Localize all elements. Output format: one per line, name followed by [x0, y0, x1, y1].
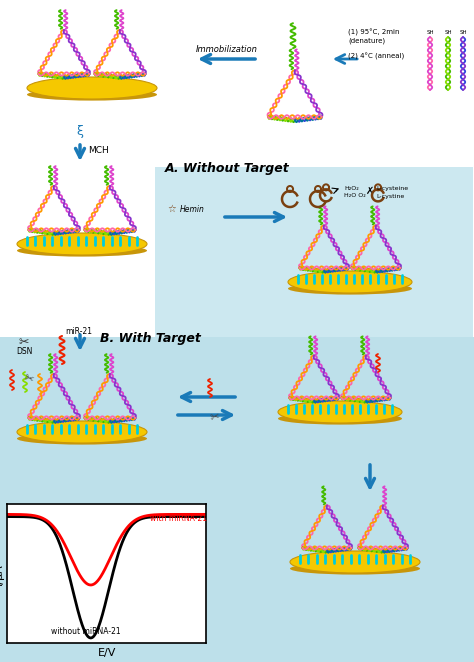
- Ellipse shape: [27, 89, 157, 101]
- X-axis label: E/V: E/V: [98, 647, 116, 657]
- Ellipse shape: [17, 244, 147, 257]
- Text: miR-21: miR-21: [65, 327, 92, 336]
- Text: Hemin: Hemin: [180, 205, 205, 214]
- Text: ✂: ✂: [19, 336, 29, 348]
- Text: without miRNA-21: without miRNA-21: [51, 627, 120, 636]
- Text: L-cysteine: L-cysteine: [376, 186, 408, 191]
- Text: MCH: MCH: [88, 146, 109, 155]
- Ellipse shape: [27, 77, 157, 99]
- Text: A. Without Target: A. Without Target: [165, 162, 290, 175]
- FancyBboxPatch shape: [0, 337, 474, 662]
- Text: SH: SH: [426, 30, 434, 35]
- Text: ✂: ✂: [210, 412, 220, 424]
- Ellipse shape: [278, 412, 402, 424]
- Text: ✗: ✗: [366, 186, 374, 196]
- Ellipse shape: [288, 271, 412, 293]
- Text: Immobilization: Immobilization: [196, 45, 257, 54]
- Text: B. With Target: B. With Target: [100, 332, 201, 345]
- Text: with miRNA-21: with miRNA-21: [150, 514, 208, 523]
- Text: SH: SH: [459, 30, 467, 35]
- Text: ✂: ✂: [22, 373, 34, 385]
- Y-axis label: I/μA: I/μA: [0, 563, 4, 585]
- Text: H₂O O₂: H₂O O₂: [344, 193, 366, 198]
- Text: L-cystine: L-cystine: [376, 194, 404, 199]
- Ellipse shape: [17, 233, 147, 255]
- Ellipse shape: [278, 401, 402, 423]
- Ellipse shape: [290, 551, 420, 573]
- Text: (1) 95°C, 2min
(denature): (1) 95°C, 2min (denature): [348, 28, 400, 44]
- Text: ☆: ☆: [168, 204, 176, 214]
- Text: (2) 4°C (anneal): (2) 4°C (anneal): [348, 52, 404, 60]
- FancyBboxPatch shape: [155, 167, 473, 342]
- Text: ξ: ξ: [76, 125, 83, 138]
- Text: DSN: DSN: [16, 347, 32, 356]
- Ellipse shape: [17, 432, 147, 445]
- Ellipse shape: [288, 283, 412, 295]
- Text: SH: SH: [444, 30, 452, 35]
- Ellipse shape: [17, 421, 147, 443]
- Ellipse shape: [290, 563, 420, 575]
- Text: H₂O₂: H₂O₂: [344, 186, 359, 191]
